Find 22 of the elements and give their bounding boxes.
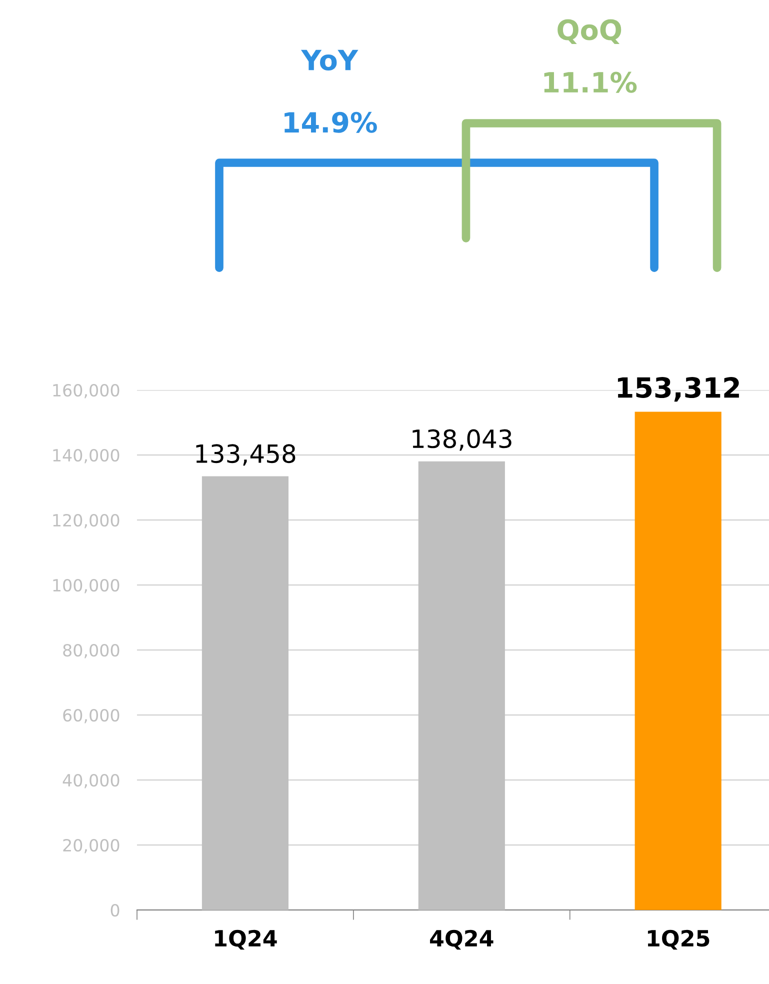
bar xyxy=(202,476,289,910)
text: QoQ xyxy=(558,19,622,44)
x-tick-label: 1Q24 xyxy=(215,930,277,950)
y-tick-label: 40,000 xyxy=(62,774,120,788)
y-tick-label: 100,000 xyxy=(53,578,120,594)
data-label: 133,458 xyxy=(196,444,296,466)
y-tick-label: 20,000 xyxy=(63,838,120,854)
text: YoY xyxy=(300,50,358,70)
y-tick-label: 60,000 xyxy=(63,708,120,724)
y-tick-label: 80,000 xyxy=(63,644,120,658)
x-tick-label: 1Q25 xyxy=(648,930,710,950)
y-tick-label: 120,000 xyxy=(53,514,120,528)
data-label: 153,312 xyxy=(618,377,739,402)
text: 14.9% xyxy=(284,112,377,133)
y-tick-label: 0 xyxy=(110,904,120,917)
y-tick-label: 140,000 xyxy=(53,448,120,464)
y-tick-label: 160,000 xyxy=(53,384,120,398)
text: 11.1% xyxy=(544,72,637,93)
data-label: 138,043 xyxy=(412,429,512,451)
bar xyxy=(418,461,505,910)
bar xyxy=(634,412,722,910)
x-tick-label: 4Q24 xyxy=(430,930,494,950)
